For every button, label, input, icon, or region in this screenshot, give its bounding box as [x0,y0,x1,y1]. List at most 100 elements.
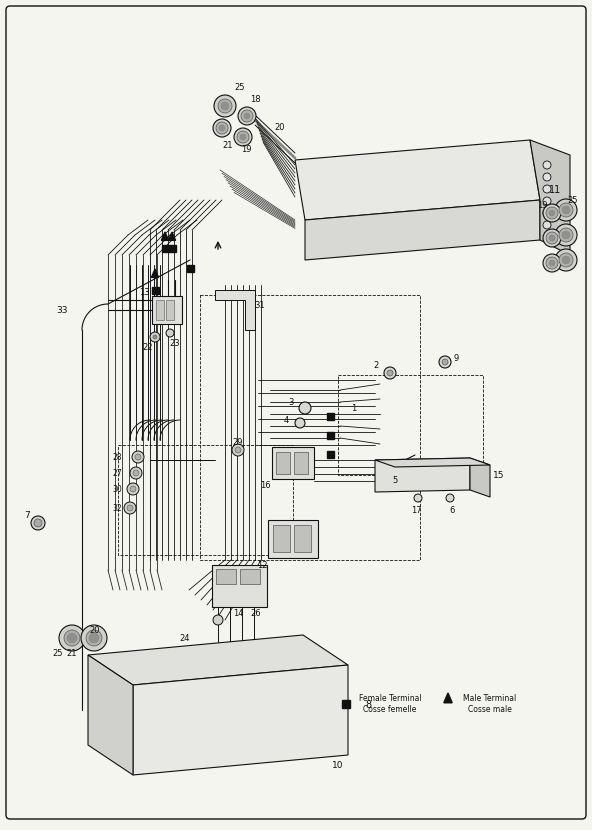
Polygon shape [133,665,348,775]
Text: 25: 25 [568,196,578,204]
Circle shape [150,332,160,342]
Circle shape [81,625,107,651]
Text: 27: 27 [112,468,122,477]
Text: 18: 18 [250,95,260,105]
Bar [166,300,174,320]
Circle shape [543,204,561,222]
Circle shape [543,254,561,272]
Bar [327,413,333,419]
Circle shape [555,199,577,221]
Text: 30: 30 [112,485,122,494]
Text: 12: 12 [257,560,267,569]
Bar [200,295,420,560]
Circle shape [442,359,448,365]
Polygon shape [168,232,176,241]
Text: 19: 19 [241,145,251,154]
Bar [273,525,290,552]
Text: 20: 20 [90,626,100,634]
Circle shape [237,131,249,143]
Circle shape [238,107,256,125]
Circle shape [549,235,555,241]
Text: 3: 3 [289,398,294,407]
Text: 22: 22 [143,343,153,351]
Circle shape [543,209,551,217]
Circle shape [543,221,551,229]
Circle shape [295,418,305,428]
Polygon shape [530,140,570,255]
Text: 9: 9 [454,354,459,363]
Text: 10: 10 [332,760,344,769]
Circle shape [549,210,555,216]
Text: 19: 19 [537,201,547,209]
Circle shape [549,260,555,266]
Text: 13: 13 [139,287,149,296]
Polygon shape [375,458,490,467]
Circle shape [64,630,80,646]
Circle shape [543,185,551,193]
Circle shape [31,516,45,530]
Circle shape [414,494,422,502]
Bar [162,245,169,251]
Circle shape [241,110,253,122]
Polygon shape [305,200,540,260]
Circle shape [240,134,246,140]
Circle shape [127,505,133,511]
Text: 2: 2 [374,360,379,369]
Circle shape [299,402,311,414]
Circle shape [89,633,99,643]
Bar [212,565,267,607]
Polygon shape [162,232,169,241]
Circle shape [562,231,570,239]
Circle shape [244,113,250,119]
Circle shape [135,454,141,460]
Bar [169,245,175,251]
Text: 32: 32 [112,504,122,512]
Circle shape [387,370,393,376]
Polygon shape [444,693,452,703]
Circle shape [67,633,77,643]
Text: 16: 16 [260,481,271,490]
Text: 15: 15 [493,471,504,480]
Circle shape [166,329,174,337]
Circle shape [214,95,236,117]
Text: 17: 17 [411,505,422,515]
Bar [268,520,318,558]
Circle shape [213,119,231,137]
Text: 29: 29 [233,437,243,447]
Circle shape [546,257,558,269]
Bar [186,265,194,271]
Text: 20: 20 [275,124,285,133]
Text: 25: 25 [235,84,245,92]
Text: 23: 23 [170,339,181,348]
Circle shape [555,249,577,271]
Circle shape [543,173,551,181]
Circle shape [543,161,551,169]
Text: 5: 5 [392,476,398,485]
Text: Female Terminal
Cosse femelle: Female Terminal Cosse femelle [359,695,422,714]
Circle shape [546,207,558,219]
Text: 6: 6 [449,505,455,515]
Circle shape [221,102,229,110]
Bar [152,286,159,294]
Circle shape [127,483,139,495]
Circle shape [439,356,451,368]
Text: Male Terminal
Cosse male: Male Terminal Cosse male [464,695,517,714]
Polygon shape [470,458,490,497]
Polygon shape [375,458,470,492]
FancyBboxPatch shape [6,6,586,819]
Circle shape [130,486,136,492]
Circle shape [235,447,241,453]
Circle shape [543,229,561,247]
Bar [118,445,293,555]
Circle shape [543,197,551,205]
Text: 7: 7 [24,510,30,520]
Circle shape [559,228,573,242]
Circle shape [34,519,42,527]
Circle shape [546,232,558,244]
Text: 8: 8 [365,700,371,710]
Circle shape [133,470,139,476]
Text: 21: 21 [67,648,77,657]
Circle shape [153,335,157,339]
Circle shape [213,615,223,625]
Polygon shape [88,635,348,685]
